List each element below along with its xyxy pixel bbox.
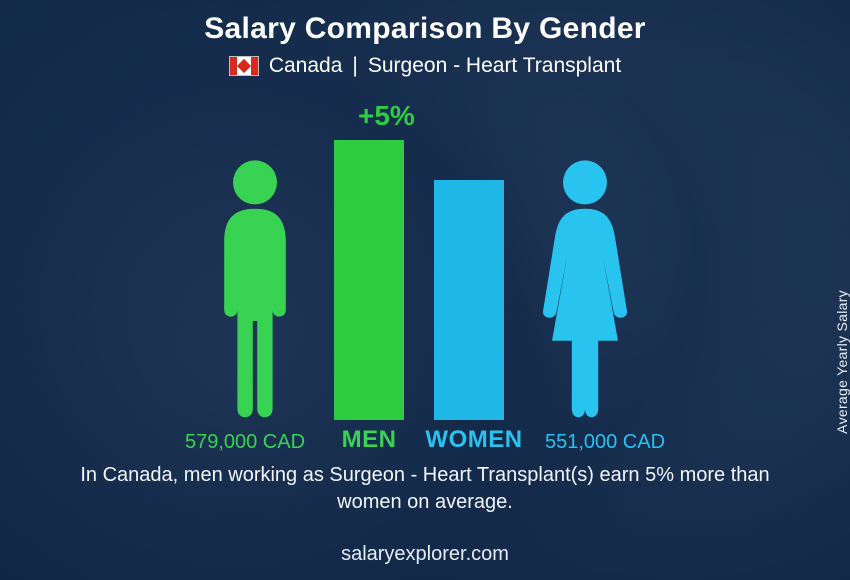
bar-label-women: WOMEN [424, 426, 524, 454]
subtitle-sep: | [352, 54, 357, 78]
male-person-icon [200, 156, 310, 420]
infographic-stage: Salary Comparison By Gender Canada | Sur… [0, 0, 850, 580]
description-text: In Canada, men working as Surgeon - Hear… [60, 462, 790, 516]
page-title: Salary Comparison By Gender [0, 12, 850, 46]
canada-flag-icon [229, 56, 259, 76]
percent-diff-badge: +5% [358, 100, 415, 132]
bar-women [434, 180, 504, 420]
subtitle-country: Canada [269, 54, 343, 78]
y-axis-label: Average Yearly Salary [834, 290, 850, 434]
bar-label-men: MEN [334, 426, 404, 454]
subtitle-row: Canada | Surgeon - Heart Transplant [0, 54, 850, 78]
salary-women: 551,000 CAD [520, 431, 690, 454]
subtitle-job: Surgeon - Heart Transplant [368, 54, 621, 78]
salary-men: 579,000 CAD [160, 431, 330, 454]
footer-source: salaryexplorer.com [0, 543, 850, 566]
chart-area: +5% MEN WOMEN 579,000 CAD 551,000 CAD [0, 100, 850, 460]
bar-men [334, 140, 404, 420]
female-person-icon [530, 156, 640, 420]
